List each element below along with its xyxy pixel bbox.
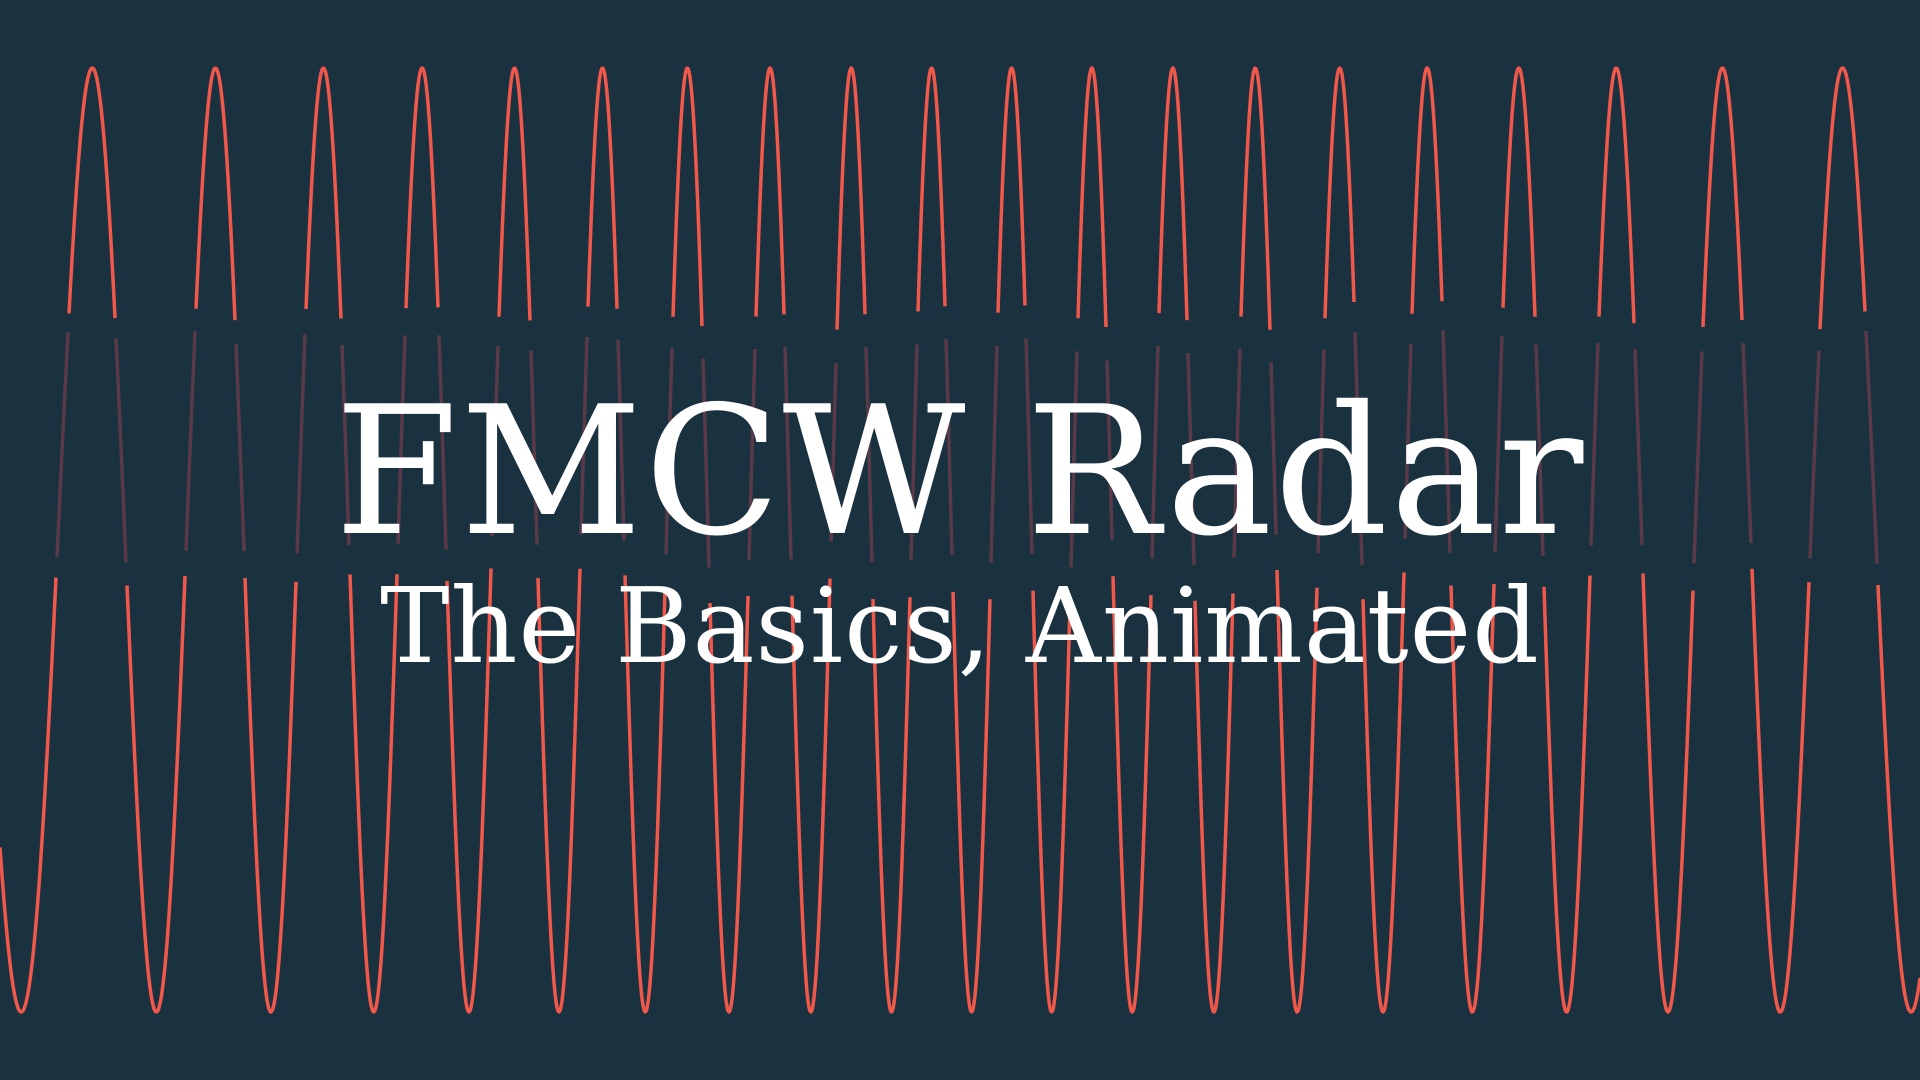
page-title: FMCW Radar xyxy=(334,368,1586,575)
chirp-line xyxy=(0,66,1920,1014)
page-subtitle: The Basics, Animated xyxy=(380,565,1540,687)
chirp-line-dimmed-behind-title xyxy=(55,330,1879,568)
